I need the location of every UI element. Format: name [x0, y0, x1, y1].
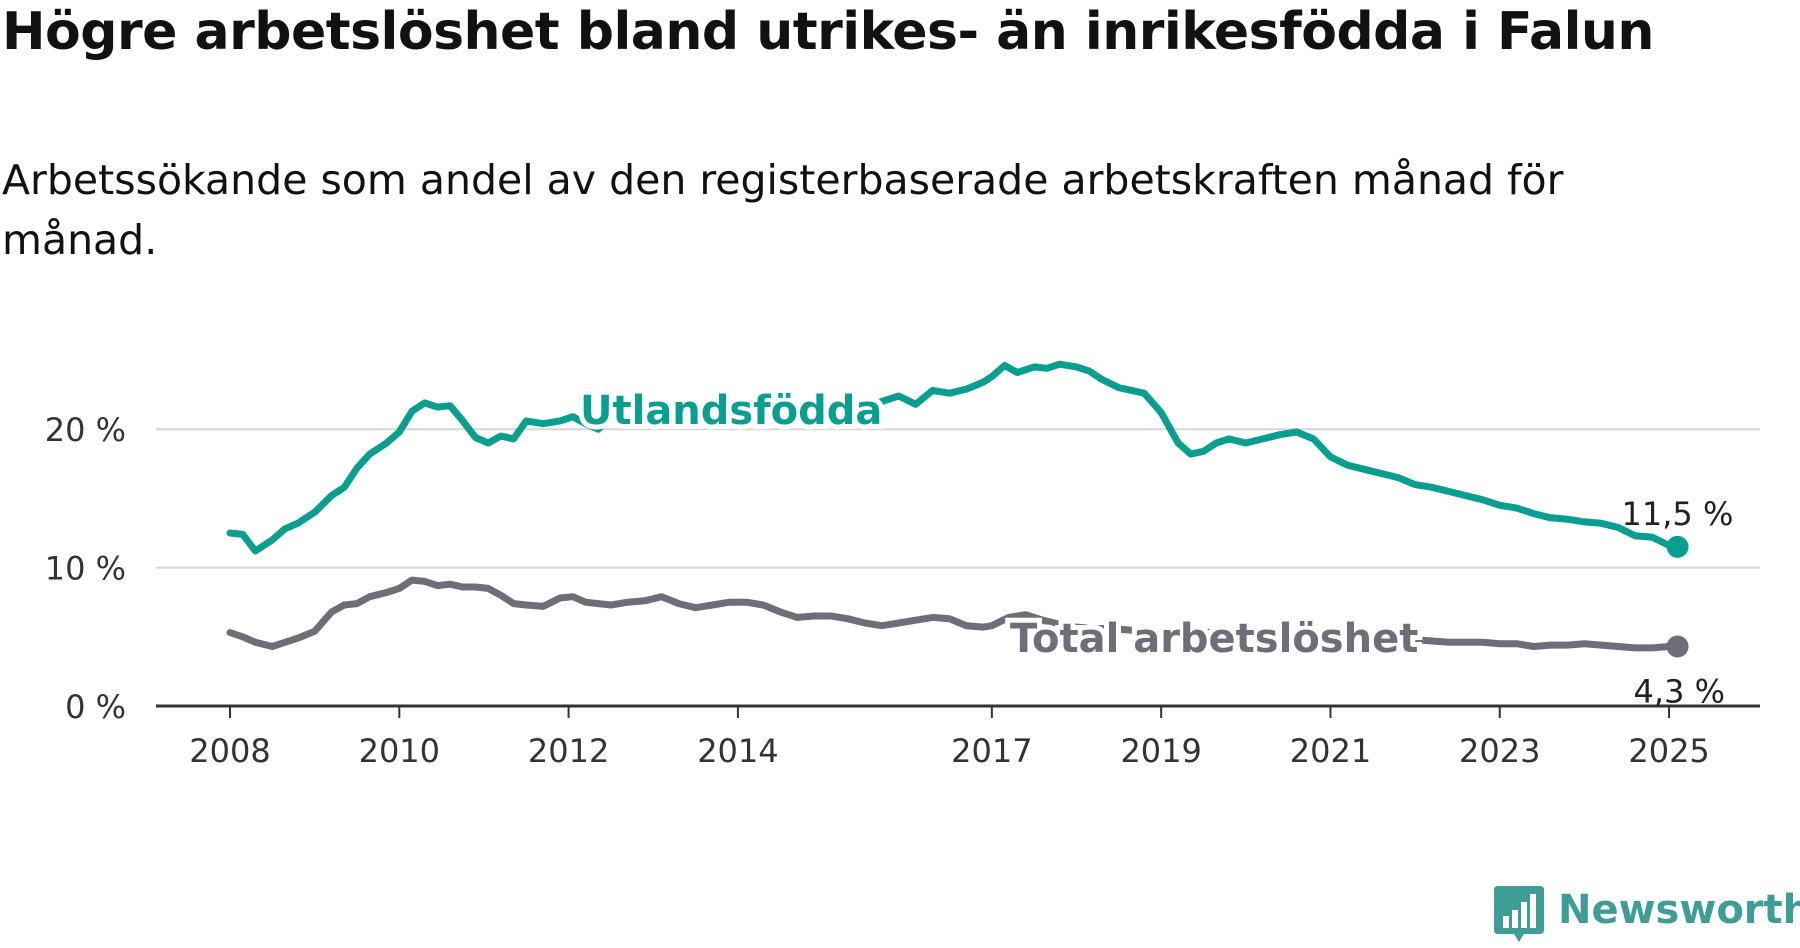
x-tick-label: 2025 — [1628, 732, 1709, 770]
series-label-1: Utlandsfödda — [580, 388, 882, 434]
chart-subtitle: Arbetssökande som andel av den registerb… — [2, 156, 1564, 264]
x-tick-label: 2017 — [951, 732, 1032, 770]
series-end-point-1 — [1666, 535, 1689, 558]
brand-name: Newsworthy — [1558, 887, 1800, 933]
x-tick-label: 2010 — [359, 732, 440, 770]
series-label-2: Total arbetslöshet — [1010, 616, 1418, 662]
y-tick-label: 10 % — [45, 550, 126, 588]
y-tick-label: 20 % — [45, 411, 126, 449]
x-tick-label: 2014 — [697, 732, 778, 770]
x-tick-label: 2023 — [1459, 732, 1540, 770]
chart-title: Högre arbetslöshet bland utrikes- än inr… — [2, 2, 1654, 62]
series-end-point-2 — [1666, 635, 1689, 658]
y-tick-label: 0 % — [65, 688, 126, 726]
x-axis: 2008 2010 2012 2014 2017 2019 2021 2023 2025 — [189, 706, 1710, 770]
series-end-label-1: 11,5 % — [1622, 495, 1734, 533]
gridlines — [156, 428, 1760, 569]
y-axis: 0 % 10 % 20 % — [45, 411, 126, 726]
bar-chart-logo-icon — [1494, 886, 1544, 942]
series-line-1 — [226, 360, 1681, 555]
x-tick-label: 2012 — [528, 732, 609, 770]
series-end-label-2: 4,3 % — [1634, 672, 1725, 710]
series-line-2 — [226, 576, 1681, 652]
brand-logo: Newsworthy — [1494, 886, 1800, 946]
series-lines: Utlandsfödda 11,5 % Total arbetslöshet 4,3 … — [226, 360, 1734, 710]
line-chart: 0 % 10 % 20 % 2008 2010 2012 2014 2017 2019 2021… — [45, 360, 1760, 770]
x-tick-label: 2008 — [189, 732, 270, 770]
x-tick-label: 2019 — [1120, 732, 1201, 770]
x-tick-label: 2021 — [1290, 732, 1371, 770]
